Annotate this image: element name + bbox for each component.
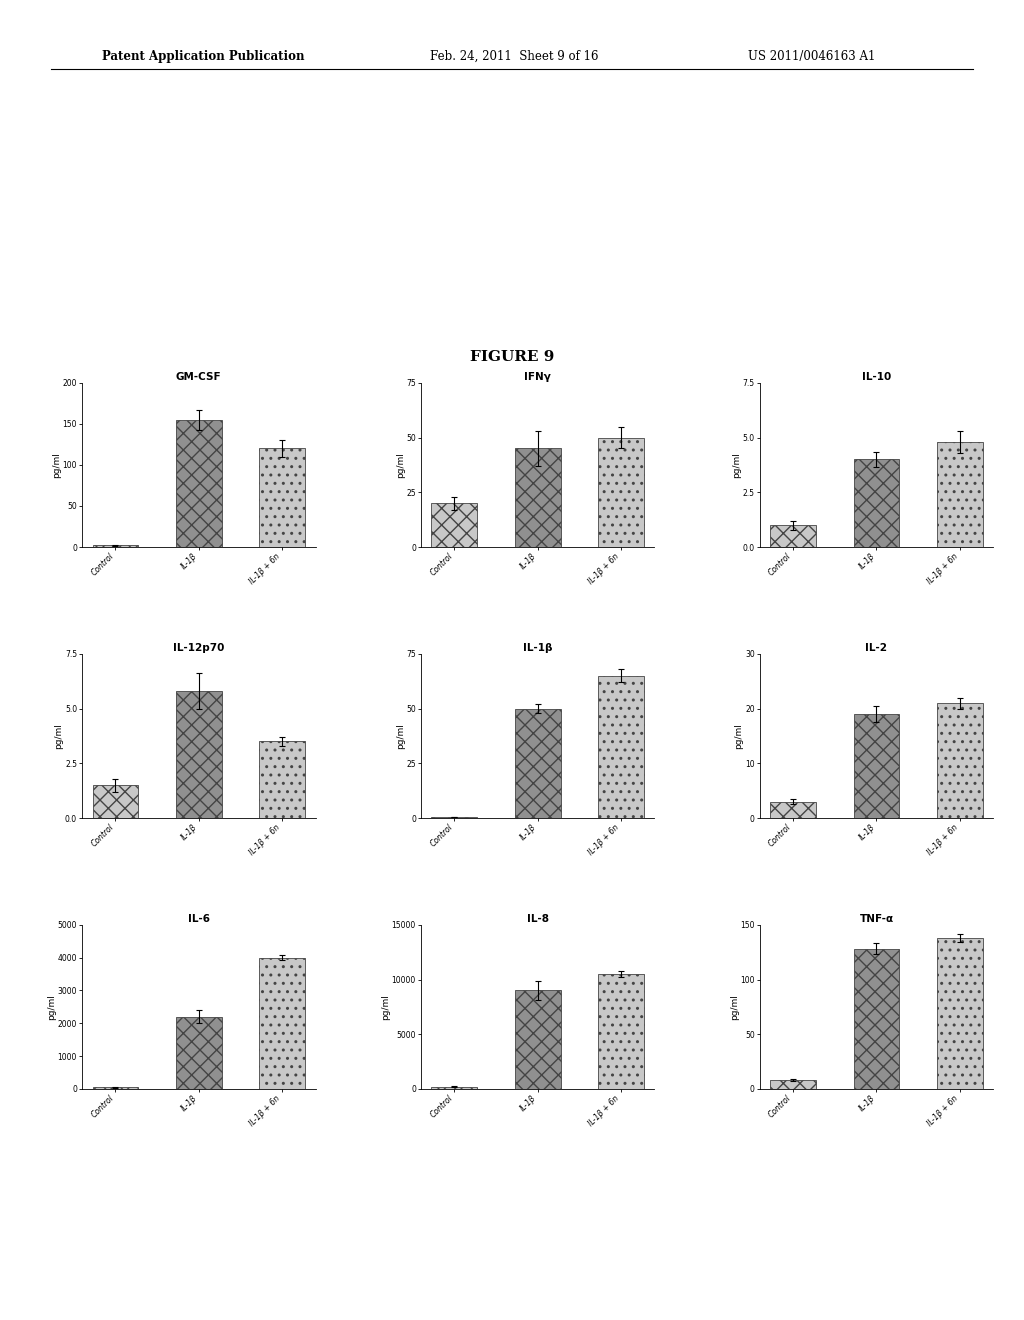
Bar xyxy=(92,545,138,546)
Title: IFNγ: IFNγ xyxy=(524,372,551,381)
Bar xyxy=(259,957,305,1089)
Bar xyxy=(770,525,816,546)
Bar xyxy=(937,442,983,546)
Bar xyxy=(854,459,899,546)
Bar xyxy=(176,420,221,546)
Bar xyxy=(259,742,305,818)
Title: IL-10: IL-10 xyxy=(862,372,891,381)
Bar xyxy=(259,449,305,546)
Title: IL-2: IL-2 xyxy=(865,643,888,653)
Bar xyxy=(176,690,221,818)
Bar xyxy=(92,1088,138,1089)
Bar xyxy=(598,676,644,818)
Title: IL-6: IL-6 xyxy=(187,913,210,924)
Y-axis label: pg/ml: pg/ml xyxy=(732,451,741,478)
Bar xyxy=(431,1086,477,1089)
Y-axis label: pg/ml: pg/ml xyxy=(395,723,404,748)
Title: GM-CSF: GM-CSF xyxy=(176,372,221,381)
Text: Patent Application Publication: Patent Application Publication xyxy=(102,50,305,63)
Y-axis label: pg/ml: pg/ml xyxy=(395,451,404,478)
Bar xyxy=(937,939,983,1089)
Bar xyxy=(770,1080,816,1089)
Bar xyxy=(854,949,899,1089)
Bar xyxy=(598,974,644,1089)
Title: IL-1β: IL-1β xyxy=(523,643,552,653)
Text: FIGURE 9: FIGURE 9 xyxy=(470,350,554,364)
Bar xyxy=(598,437,644,546)
Y-axis label: pg/ml: pg/ml xyxy=(52,451,61,478)
Text: US 2011/0046163 A1: US 2011/0046163 A1 xyxy=(748,50,874,63)
Bar xyxy=(176,1016,221,1089)
Bar xyxy=(515,709,560,818)
Bar xyxy=(937,704,983,818)
Text: Feb. 24, 2011  Sheet 9 of 16: Feb. 24, 2011 Sheet 9 of 16 xyxy=(430,50,599,63)
Bar xyxy=(515,990,560,1089)
Title: TNF-α: TNF-α xyxy=(859,913,894,924)
Bar xyxy=(431,503,477,546)
Y-axis label: pg/ml: pg/ml xyxy=(47,994,56,1020)
Title: IL-12p70: IL-12p70 xyxy=(173,643,224,653)
Y-axis label: pg/ml: pg/ml xyxy=(381,994,390,1020)
Title: IL-8: IL-8 xyxy=(526,913,549,924)
Bar xyxy=(92,785,138,818)
Y-axis label: pg/ml: pg/ml xyxy=(730,994,739,1020)
Bar xyxy=(770,801,816,818)
Bar xyxy=(854,714,899,818)
Y-axis label: pg/ml: pg/ml xyxy=(54,723,63,748)
Bar xyxy=(515,449,560,546)
Y-axis label: pg/ml: pg/ml xyxy=(734,723,743,748)
